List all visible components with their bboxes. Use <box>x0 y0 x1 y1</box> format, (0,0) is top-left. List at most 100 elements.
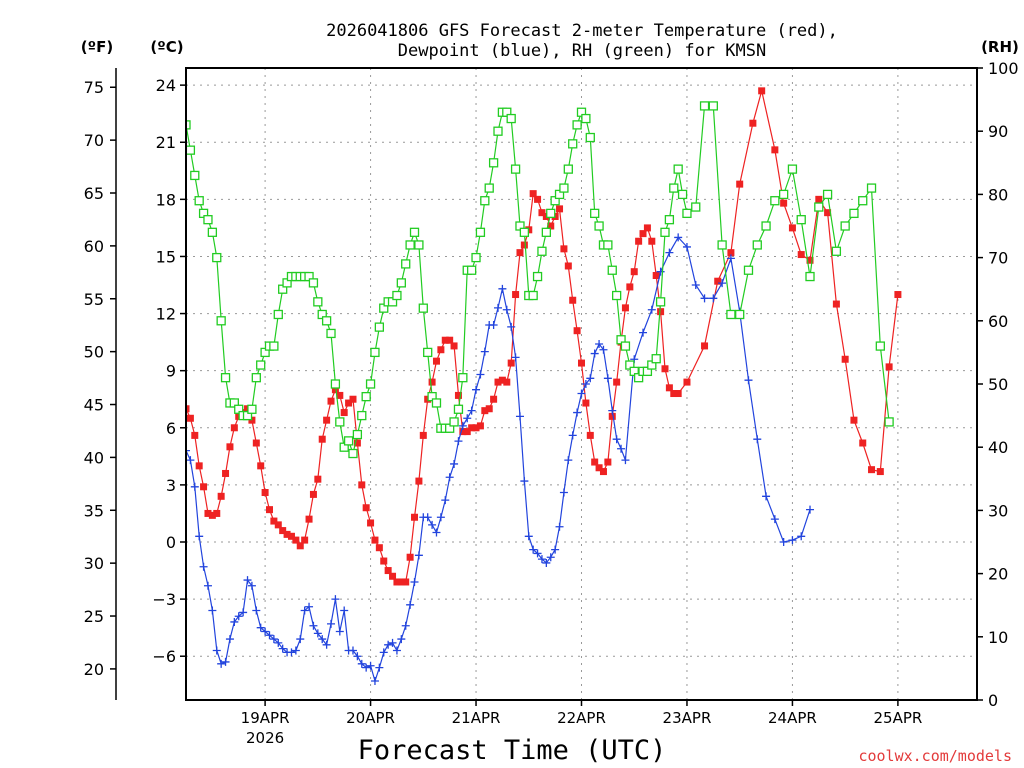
grid-lines <box>186 68 977 700</box>
rh-point <box>458 373 468 383</box>
dewpoint-point <box>524 532 533 541</box>
temp-point <box>556 205 564 213</box>
dewpoint-point <box>406 600 415 609</box>
rh-point <box>313 297 323 307</box>
temp-point <box>657 308 665 316</box>
celsius-tick-label: 12 <box>156 305 176 324</box>
x-tick-label: 19APR <box>241 709 290 727</box>
rh-point <box>471 252 481 263</box>
temp-point <box>349 395 357 403</box>
fahrenheit-tick-label: 25 <box>84 607 104 626</box>
temp-point <box>261 489 269 497</box>
dewpoint-point <box>779 538 788 546</box>
rh-point <box>717 240 727 250</box>
temp-point <box>301 536 309 544</box>
dewpoint-point <box>221 657 230 666</box>
rh-tick-label: 30 <box>988 501 1008 520</box>
rh-point <box>396 278 406 288</box>
rh-tick-label: 90 <box>988 122 1008 141</box>
temp-point <box>459 428 467 436</box>
rh-point <box>572 120 582 130</box>
rh-tick-label: 20 <box>988 565 1008 584</box>
fahrenheit-tick-label: 20 <box>84 660 104 679</box>
temp-point <box>758 87 766 95</box>
temp-point <box>780 199 788 207</box>
rh-point <box>186 120 191 130</box>
dewpoint-point <box>357 659 366 668</box>
rh-point <box>247 404 257 414</box>
dewpoint-point <box>256 623 265 632</box>
dewpoint-point <box>546 553 555 562</box>
rh-point <box>651 354 661 364</box>
rh-point <box>392 290 402 301</box>
dewpoint-point <box>581 380 590 388</box>
temp-point <box>648 237 656 245</box>
series-1 <box>186 233 815 685</box>
rh-point <box>546 208 556 219</box>
rh-axis: 0 10 20 30 40 50 60 70 80 90 100 <box>977 59 1019 710</box>
fahrenheit-tick-label: 75 <box>84 78 104 97</box>
dewpoint-point <box>318 635 327 644</box>
temp-point <box>287 532 295 540</box>
dewpoint-point <box>234 612 243 621</box>
rh-point <box>370 347 380 358</box>
dewpoint-point <box>195 532 204 541</box>
dewpoint-point <box>577 389 586 398</box>
dewpoint-point <box>458 421 467 430</box>
dewpoint-point <box>770 515 779 524</box>
dewpoint-point <box>533 549 542 558</box>
temp-point <box>683 378 691 386</box>
rh-point <box>207 227 218 237</box>
dewpoint-point <box>212 646 221 655</box>
rh-point <box>726 309 736 320</box>
x-tick-label: 25APR <box>873 709 922 727</box>
rh-tick-label: 70 <box>988 249 1008 268</box>
temp-point <box>885 363 893 371</box>
temp-point <box>529 190 537 198</box>
dewpoint-point <box>375 663 384 672</box>
rh-tick-label: 0 <box>988 691 998 710</box>
temp-point <box>331 386 339 394</box>
rh-point <box>256 360 266 370</box>
dewpoint-point <box>370 676 379 685</box>
rh-point <box>506 113 516 124</box>
dewpoint-point <box>489 320 498 329</box>
dewpoint-point <box>252 606 261 615</box>
rh-point <box>612 290 622 301</box>
temp-point <box>643 224 651 232</box>
rh-point <box>348 448 358 459</box>
temp-point <box>230 424 238 432</box>
dewpoint-point <box>682 242 691 251</box>
rh-point <box>466 265 477 275</box>
dewpoint-point <box>353 652 362 661</box>
rh-tick-label: 60 <box>988 312 1008 331</box>
rh-point <box>875 341 885 351</box>
rh-point <box>822 189 833 200</box>
rh-point <box>273 309 283 320</box>
plot-frame <box>185 67 978 701</box>
celsius-tick-label: 6 <box>166 419 176 438</box>
temp-point <box>468 424 476 432</box>
rh-point <box>352 429 363 440</box>
dewpoint-point <box>208 606 217 615</box>
dewpoint-point <box>265 631 274 640</box>
rh-tick-label: 100 <box>988 59 1019 78</box>
rh-point <box>405 240 415 250</box>
rh-point <box>475 227 486 237</box>
dewpoint-point <box>586 374 595 383</box>
rh-point <box>343 436 354 446</box>
rh-point <box>682 208 692 219</box>
temp-point <box>490 395 498 403</box>
series-0 <box>186 87 902 586</box>
dewpoint-point <box>348 646 357 655</box>
dewpoint-point <box>537 555 546 564</box>
rh-point <box>541 227 551 237</box>
dewpoint-point <box>511 353 520 362</box>
temp-point <box>358 481 366 489</box>
temp-point <box>714 277 722 285</box>
temp-point <box>815 195 823 203</box>
rh-point <box>761 221 771 231</box>
rh-point <box>374 322 385 332</box>
temp-point <box>292 536 300 544</box>
rh-point <box>669 183 679 193</box>
